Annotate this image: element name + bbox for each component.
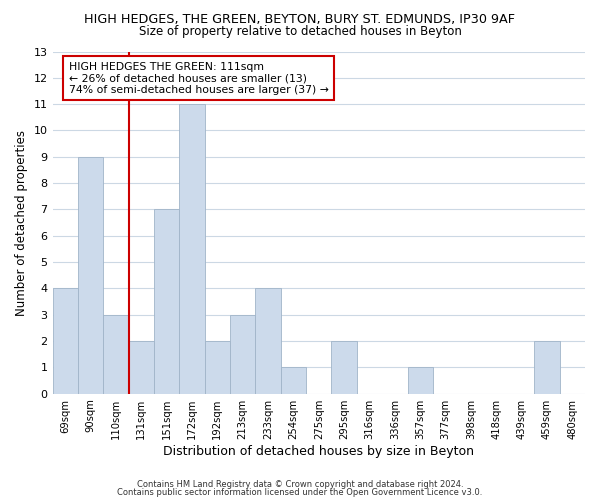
Bar [230,314,256,394]
X-axis label: Distribution of detached houses by size in Beyton: Distribution of detached houses by size … [163,444,474,458]
Text: HIGH HEDGES THE GREEN: 111sqm
← 26% of detached houses are smaller (13)
74% of s: HIGH HEDGES THE GREEN: 111sqm ← 26% of d… [68,62,328,95]
Bar [205,341,230,394]
Bar [534,341,560,394]
Bar [78,157,103,394]
Bar [281,368,306,394]
Bar [154,210,179,394]
Bar [128,341,154,394]
Bar [407,368,433,394]
Y-axis label: Number of detached properties: Number of detached properties [15,130,28,316]
Bar [331,341,357,394]
Bar [103,314,128,394]
Bar [53,288,78,394]
Text: Size of property relative to detached houses in Beyton: Size of property relative to detached ho… [139,25,461,38]
Text: Contains public sector information licensed under the Open Government Licence v3: Contains public sector information licen… [118,488,482,497]
Bar [256,288,281,394]
Bar [179,104,205,394]
Text: Contains HM Land Registry data © Crown copyright and database right 2024.: Contains HM Land Registry data © Crown c… [137,480,463,489]
Text: HIGH HEDGES, THE GREEN, BEYTON, BURY ST. EDMUNDS, IP30 9AF: HIGH HEDGES, THE GREEN, BEYTON, BURY ST.… [85,12,515,26]
